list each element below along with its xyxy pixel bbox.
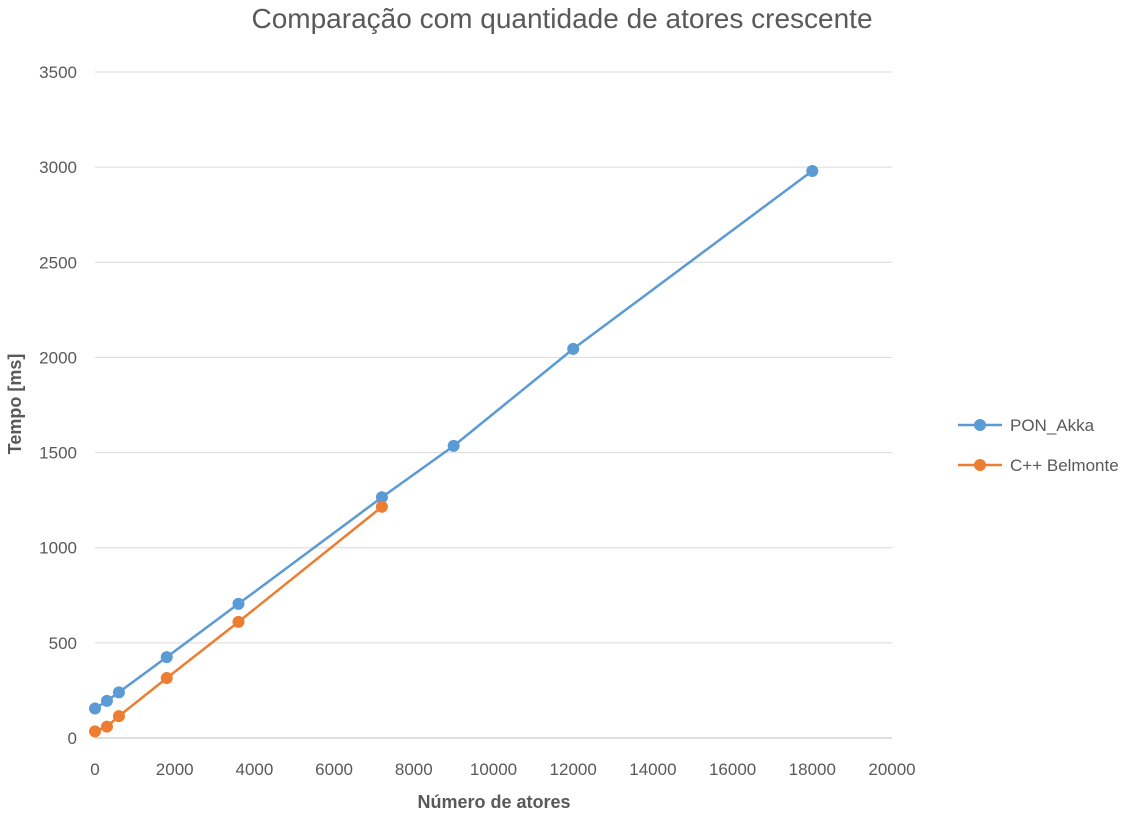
data-point: [112, 710, 125, 723]
x-axis-label: Número de atores: [417, 792, 570, 812]
y-tick-label: 2000: [39, 348, 77, 367]
x-tick-label: 18000: [789, 760, 836, 779]
x-tick-label: 0: [90, 760, 99, 779]
data-point: [232, 597, 245, 610]
gridlines: [95, 71, 892, 739]
legend-item: C++ Belmonte: [958, 456, 1119, 475]
legend-item: PON_Akka: [958, 416, 1095, 435]
chart-title: Comparação com quantidade de atores cres…: [251, 3, 872, 34]
y-tick-label: 1500: [39, 444, 77, 463]
x-tick-label: 8000: [395, 760, 433, 779]
legend: PON_Akka C++ Belmonte: [958, 416, 1119, 475]
data-point: [375, 500, 388, 513]
data-point: [100, 720, 113, 733]
data-point: [112, 686, 125, 699]
y-tick-label: 2500: [39, 253, 77, 272]
data-point: [567, 342, 580, 355]
data-point: [806, 164, 819, 177]
series: [89, 164, 819, 738]
x-tick-label: 14000: [629, 760, 676, 779]
data-point: [160, 672, 173, 685]
legend-swatch-marker: [974, 419, 986, 431]
data-point: [232, 615, 245, 628]
x-tick-label: 10000: [470, 760, 517, 779]
y-tick-label: 3500: [39, 63, 77, 82]
x-tick-label: 6000: [315, 760, 353, 779]
data-point: [447, 439, 460, 452]
data-point: [89, 725, 101, 738]
x-tick-label: 16000: [709, 760, 756, 779]
y-tick-label: 500: [49, 634, 77, 653]
y-tick-label: 0: [68, 729, 77, 748]
data-point: [375, 491, 388, 504]
data-point: [100, 694, 113, 707]
series-group: [89, 500, 388, 738]
y-axis-label: Tempo [ms]: [5, 354, 25, 455]
series-group: [89, 164, 819, 715]
x-tick-label: 12000: [550, 760, 597, 779]
x-tick-label: 2000: [156, 760, 194, 779]
y-tick-label: 3000: [39, 158, 77, 177]
legend-label: PON_Akka: [1010, 416, 1095, 435]
y-tick-label: 1000: [39, 539, 77, 558]
legend-label: C++ Belmonte: [1010, 456, 1119, 475]
series-line: [94, 169, 814, 710]
y-axis-ticks: 0 500 1000 1500 2000 2500 3000 3500: [39, 63, 77, 748]
x-tick-label: 4000: [235, 760, 273, 779]
x-axis-ticks: 0 2000 4000 6000 8000 10000 12000 14000 16000 180…: [90, 760, 915, 779]
x-tick-label: 20000: [868, 760, 915, 779]
data-point: [160, 651, 173, 664]
legend-swatch-marker: [974, 459, 986, 471]
data-point: [89, 702, 101, 715]
